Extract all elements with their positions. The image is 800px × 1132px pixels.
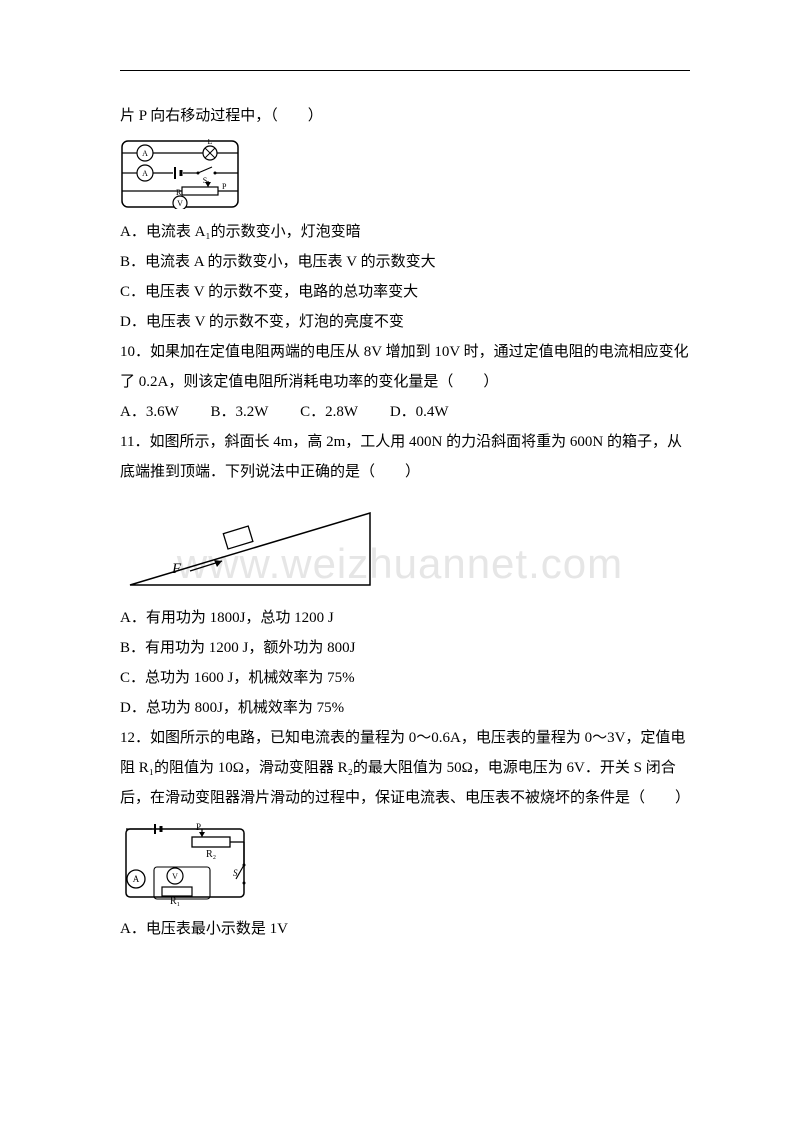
svg-text:A: A bbox=[142, 169, 148, 178]
svg-text:V: V bbox=[172, 872, 178, 881]
q9-a: A．电流表 A₁的示数变小，灯泡变暗 bbox=[120, 217, 690, 247]
q12-a: A．电压表最小示数是 1V bbox=[120, 914, 690, 944]
svg-text:S: S bbox=[233, 868, 238, 878]
q10-b: B．3.2W bbox=[211, 397, 269, 427]
q10-d: D．0.4W bbox=[390, 397, 449, 427]
q11-d: D．总功为 800J，机械效率为 75% bbox=[120, 693, 690, 723]
q9-stem: 片 P 向右移动过程中，（ ） bbox=[120, 101, 690, 131]
q10-options: A．3.6W B．3.2W C．2.8W D．0.4W bbox=[120, 397, 690, 427]
svg-text:R₂: R₂ bbox=[206, 849, 216, 860]
svg-text:A: A bbox=[142, 149, 148, 158]
q11-stem: 11．如图所示，斜面长 4m，高 2m，工人用 400N 的力沿斜面将重为 60… bbox=[120, 427, 690, 487]
figure-circuit-1: L A A S R P V bbox=[120, 139, 240, 209]
svg-text:P: P bbox=[222, 182, 227, 191]
svg-text:V: V bbox=[177, 199, 183, 208]
q10-a: A．3.6W bbox=[120, 397, 179, 427]
q9-b: B．电流表 A 的示数变小，电压表 V 的示数变大 bbox=[120, 247, 690, 277]
q12-stem: 12．如图所示的电路，已知电流表的量程为 0～0.6A，电压表的量程为 0～3V… bbox=[120, 723, 690, 813]
q10-stem: 10．如果加在定值电阻两端的电压从 8V 增加到 10V 时，通过定值电阻的电流… bbox=[120, 337, 690, 397]
q9-d: D．电压表 V 的示数不变，灯泡的亮度不变 bbox=[120, 307, 690, 337]
q10-c: C．2.8W bbox=[300, 397, 358, 427]
svg-text:F: F bbox=[171, 561, 182, 577]
figure-circuit-2: P R₂ S A V R₁ bbox=[120, 821, 250, 906]
top-rule bbox=[120, 70, 690, 71]
figure-incline: F bbox=[120, 495, 380, 595]
q9-c: C．电压表 V 的示数不变，电路的总功率变大 bbox=[120, 277, 690, 307]
svg-text:P: P bbox=[196, 822, 201, 832]
q11-b: B．有用功为 1200 J，额外功为 800J bbox=[120, 633, 690, 663]
svg-text:R₁: R₁ bbox=[170, 896, 180, 906]
q11-a: A．有用功为 1800J，总功 1200 J bbox=[120, 603, 690, 633]
svg-text:L: L bbox=[208, 139, 213, 146]
q11-c: C．总功为 1600 J，机械效率为 75% bbox=[120, 663, 690, 693]
svg-text:A: A bbox=[133, 874, 140, 884]
